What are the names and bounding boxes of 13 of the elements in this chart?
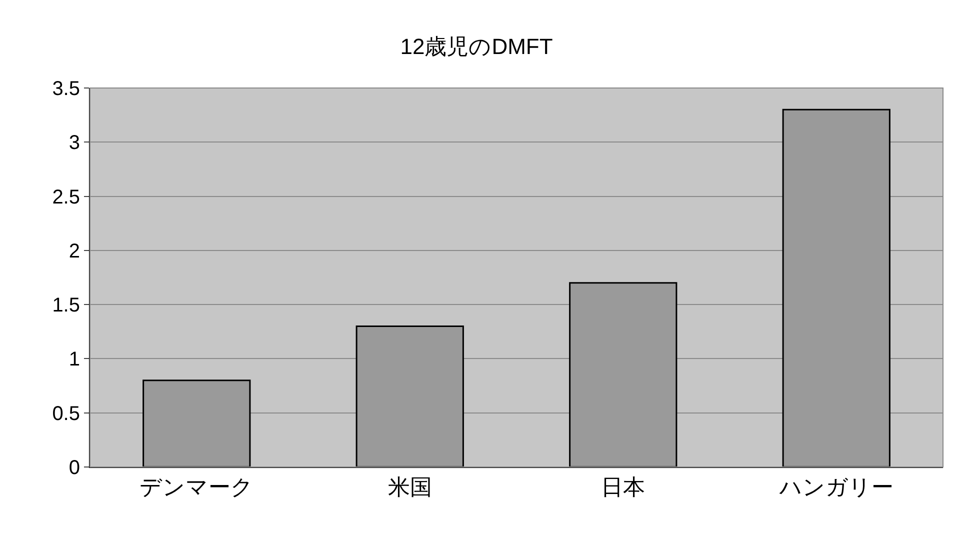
chart-title: 12歳児のDMFT bbox=[400, 34, 553, 59]
x-tick-label: デンマーク bbox=[140, 474, 254, 500]
y-tick-label: 3.5 bbox=[52, 78, 80, 100]
y-tick-label: 0 bbox=[68, 457, 80, 479]
x-tick-label: ハンガリー bbox=[778, 474, 894, 500]
x-tick-label: 米国 bbox=[388, 474, 432, 500]
y-tick-label: 2.5 bbox=[52, 186, 80, 208]
y-tick-label: 1.5 bbox=[52, 294, 80, 317]
y-tick-label: 0.5 bbox=[52, 402, 80, 425]
y-tick-label: 2 bbox=[68, 240, 80, 262]
y-tick-label: 3 bbox=[68, 132, 80, 154]
y-tick-label: 1 bbox=[68, 348, 80, 371]
x-tick-label: 日本 bbox=[601, 474, 646, 500]
